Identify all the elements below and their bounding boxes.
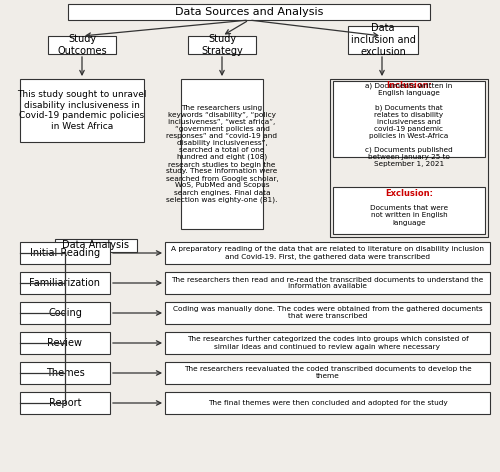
FancyBboxPatch shape [330, 79, 488, 237]
Text: Data Sources and Analysis: Data Sources and Analysis [175, 7, 323, 17]
Text: Data
inclusion and
exclusion: Data inclusion and exclusion [350, 24, 416, 57]
Text: Exclusion:: Exclusion: [385, 188, 433, 197]
FancyBboxPatch shape [165, 302, 490, 324]
Text: The researchers then read and re-read the transcribed documents to understand th: The researchers then read and re-read th… [172, 277, 483, 289]
FancyBboxPatch shape [20, 79, 144, 142]
FancyBboxPatch shape [333, 187, 485, 234]
Text: Coding: Coding [48, 308, 82, 318]
FancyBboxPatch shape [165, 362, 490, 384]
FancyBboxPatch shape [165, 392, 490, 414]
FancyBboxPatch shape [20, 332, 110, 354]
Text: Themes: Themes [46, 368, 84, 378]
Text: The final themes were then concluded and adopted for the study: The final themes were then concluded and… [208, 400, 448, 406]
FancyBboxPatch shape [20, 302, 110, 324]
FancyBboxPatch shape [20, 242, 110, 264]
Text: The researches further categorized the codes into groups which consisted of
simi: The researches further categorized the c… [186, 337, 468, 349]
Text: Documents that were
not written in English
language: Documents that were not written in Engli… [370, 205, 448, 226]
FancyBboxPatch shape [165, 332, 490, 354]
Text: Initial Reading: Initial Reading [30, 248, 100, 258]
Text: Study
Strategy: Study Strategy [201, 34, 243, 56]
FancyBboxPatch shape [348, 26, 418, 54]
Text: Inclusion:: Inclusion: [386, 82, 432, 91]
FancyBboxPatch shape [333, 81, 485, 157]
Text: Study
Outcomes: Study Outcomes [57, 34, 107, 56]
Text: This study sought to unravel
disability inclusiveness in
Covid-19 pandemic polic: This study sought to unravel disability … [17, 91, 147, 131]
Text: A preparatory reading of the data that are related to literature on disability i: A preparatory reading of the data that a… [171, 246, 484, 260]
FancyBboxPatch shape [20, 392, 110, 414]
Text: a) Documents written in
English language

b) Documents that
relates to disabilit: a) Documents written in English language… [365, 83, 453, 167]
Text: The researchers reevaluated the coded transcribed documents to develop the
theme: The researchers reevaluated the coded tr… [184, 366, 472, 379]
FancyBboxPatch shape [165, 272, 490, 294]
FancyBboxPatch shape [188, 36, 256, 54]
FancyBboxPatch shape [55, 239, 137, 252]
FancyBboxPatch shape [48, 36, 116, 54]
Text: Data Analysis: Data Analysis [62, 241, 130, 251]
Text: The researchers using
keywords “disability”, “policy
inclusiveness”, “west afric: The researchers using keywords “disabili… [166, 105, 278, 203]
FancyBboxPatch shape [68, 4, 430, 20]
Text: Familiarization: Familiarization [30, 278, 101, 288]
FancyBboxPatch shape [181, 79, 263, 229]
FancyBboxPatch shape [20, 362, 110, 384]
FancyBboxPatch shape [165, 242, 490, 264]
Text: Coding was manually done. The codes were obtained from the gathered documents
th: Coding was manually done. The codes were… [172, 306, 482, 320]
Text: Report: Report [49, 398, 81, 408]
FancyBboxPatch shape [20, 272, 110, 294]
Text: Review: Review [48, 338, 82, 348]
